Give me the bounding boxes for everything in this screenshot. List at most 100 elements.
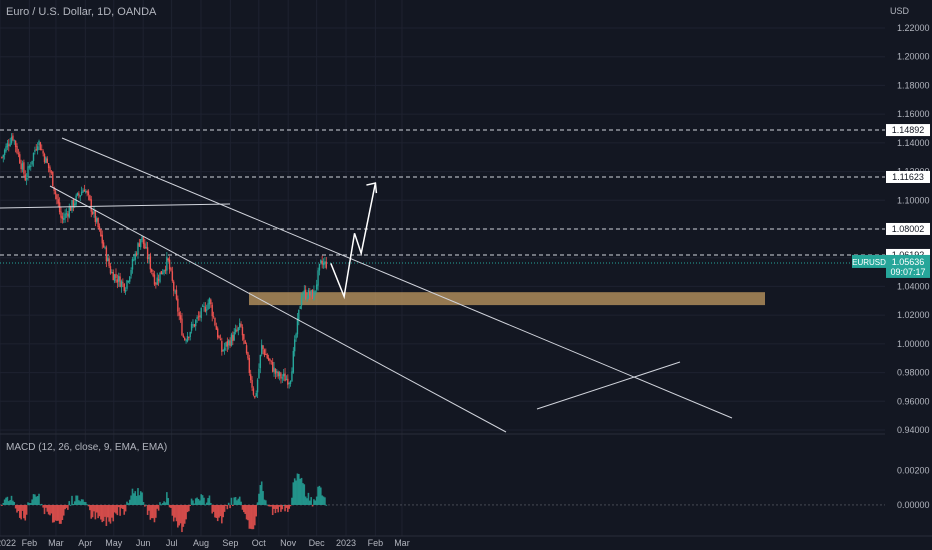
- macd-histogram-bar: [284, 504, 286, 512]
- macd-histogram-bar: [170, 504, 172, 508]
- macd-histogram-bar: [194, 498, 197, 505]
- macd-histogram-bar: [172, 504, 175, 522]
- candle-body: [164, 269, 167, 271]
- candle-body: [171, 271, 174, 281]
- candle-body: [35, 149, 37, 151]
- macd-histogram-bar: [91, 504, 94, 518]
- candle-body: [108, 258, 110, 267]
- candle-body: [127, 281, 130, 283]
- macd-histogram-bar: [271, 504, 274, 516]
- support-zone: [249, 292, 765, 306]
- candle-body: [61, 216, 64, 219]
- candle-body: [50, 171, 53, 173]
- candle-body: [133, 259, 135, 261]
- candle-body: [167, 258, 169, 261]
- candle-body: [314, 290, 317, 292]
- macd-histogram-bar: [31, 499, 33, 505]
- macd-histogram-bar: [298, 473, 300, 505]
- candle-body: [138, 243, 141, 247]
- price-tick-label: 0.94000: [897, 425, 930, 435]
- macd-histogram-bar: [267, 504, 270, 507]
- macd-histogram-bar: [186, 504, 189, 513]
- macd-histogram-bar: [324, 497, 326, 505]
- candle-body: [287, 378, 289, 385]
- macd-histogram-bar: [65, 504, 68, 508]
- macd-histogram-bar: [304, 496, 307, 505]
- candle-body: [282, 373, 285, 377]
- candle-body: [126, 280, 128, 289]
- macd-histogram-bar: [241, 504, 244, 510]
- macd-histogram-bar: [221, 504, 223, 524]
- candle-body: [267, 357, 270, 361]
- candle-body: [214, 317, 216, 326]
- candle-body: [258, 368, 260, 379]
- candle-body: [228, 340, 230, 346]
- macd-histogram-bar: [183, 504, 186, 524]
- macd-histogram-bar: [7, 501, 10, 505]
- macd-histogram-bar: [167, 498, 170, 505]
- macd-histogram-bar: [249, 504, 252, 529]
- candle-body: [298, 309, 300, 320]
- macd-histogram-bar: [288, 504, 290, 509]
- macd-histogram-bar: [175, 504, 178, 522]
- candle-body: [309, 291, 311, 296]
- macd-histogram-bar: [58, 504, 61, 524]
- candle-body: [17, 153, 20, 155]
- candle-body: [170, 268, 172, 271]
- candle-body: [135, 253, 138, 256]
- macd-histogram-bar: [252, 504, 255, 530]
- candle-body: [148, 256, 150, 260]
- macd-histogram-bar: [287, 504, 289, 512]
- candle-body: [102, 242, 105, 248]
- macd-histogram-bar: [163, 501, 165, 505]
- macd-histogram-bar: [207, 498, 209, 505]
- macd-histogram-bar: [51, 504, 54, 523]
- candle-body: [31, 160, 33, 165]
- candlestick-series: [1, 132, 328, 399]
- candle-body: [13, 140, 15, 142]
- candle-body: [41, 149, 43, 151]
- macd-histogram-bar: [131, 488, 134, 505]
- macd-histogram-bar: [50, 504, 53, 514]
- candle-body: [63, 217, 65, 220]
- candle-body: [30, 165, 32, 167]
- macd-tick-label: 0.00200: [897, 465, 930, 475]
- candle-body: [74, 203, 76, 206]
- macd-histogram-bar: [124, 504, 127, 512]
- price-tick-label: 1.18000: [897, 80, 930, 90]
- macd-histogram-bar: [29, 503, 32, 505]
- channel-upper-line: [61, 137, 733, 419]
- level-price-label: 1.11623: [892, 172, 924, 182]
- macd-histogram-bar: [204, 504, 207, 506]
- macd-histogram-bar: [266, 504, 268, 506]
- macd-histogram-bar: [106, 504, 109, 518]
- candle-body: [177, 298, 179, 312]
- macd-histogram-bar: [314, 500, 317, 505]
- candle-body: [168, 259, 171, 270]
- candle-body: [178, 312, 180, 316]
- candle-body: [284, 373, 286, 382]
- candle-body: [113, 274, 116, 282]
- candle-body: [45, 157, 47, 164]
- candle-body: [118, 275, 120, 282]
- macd-histogram-bar: [243, 504, 245, 513]
- macd-histogram-bar: [159, 502, 161, 505]
- macd-histogram-bar: [203, 497, 205, 505]
- candle-body: [230, 334, 233, 346]
- macd-histogram-bar: [76, 495, 79, 505]
- candle-body: [306, 298, 308, 300]
- candle-body: [313, 290, 315, 300]
- level-price-tag: [886, 222, 930, 235]
- macd-histogram-bar: [215, 504, 218, 518]
- candle-body: [196, 317, 198, 320]
- candle-body: [221, 341, 223, 352]
- candle-body: [38, 140, 40, 146]
- macd-histogram-bar: [240, 501, 242, 505]
- macd-histogram-bar: [38, 493, 40, 505]
- candle-body: [52, 171, 54, 187]
- time-tick-label: Sep: [222, 538, 238, 548]
- candle-body: [203, 305, 205, 307]
- macd-histogram-bar: [138, 495, 141, 505]
